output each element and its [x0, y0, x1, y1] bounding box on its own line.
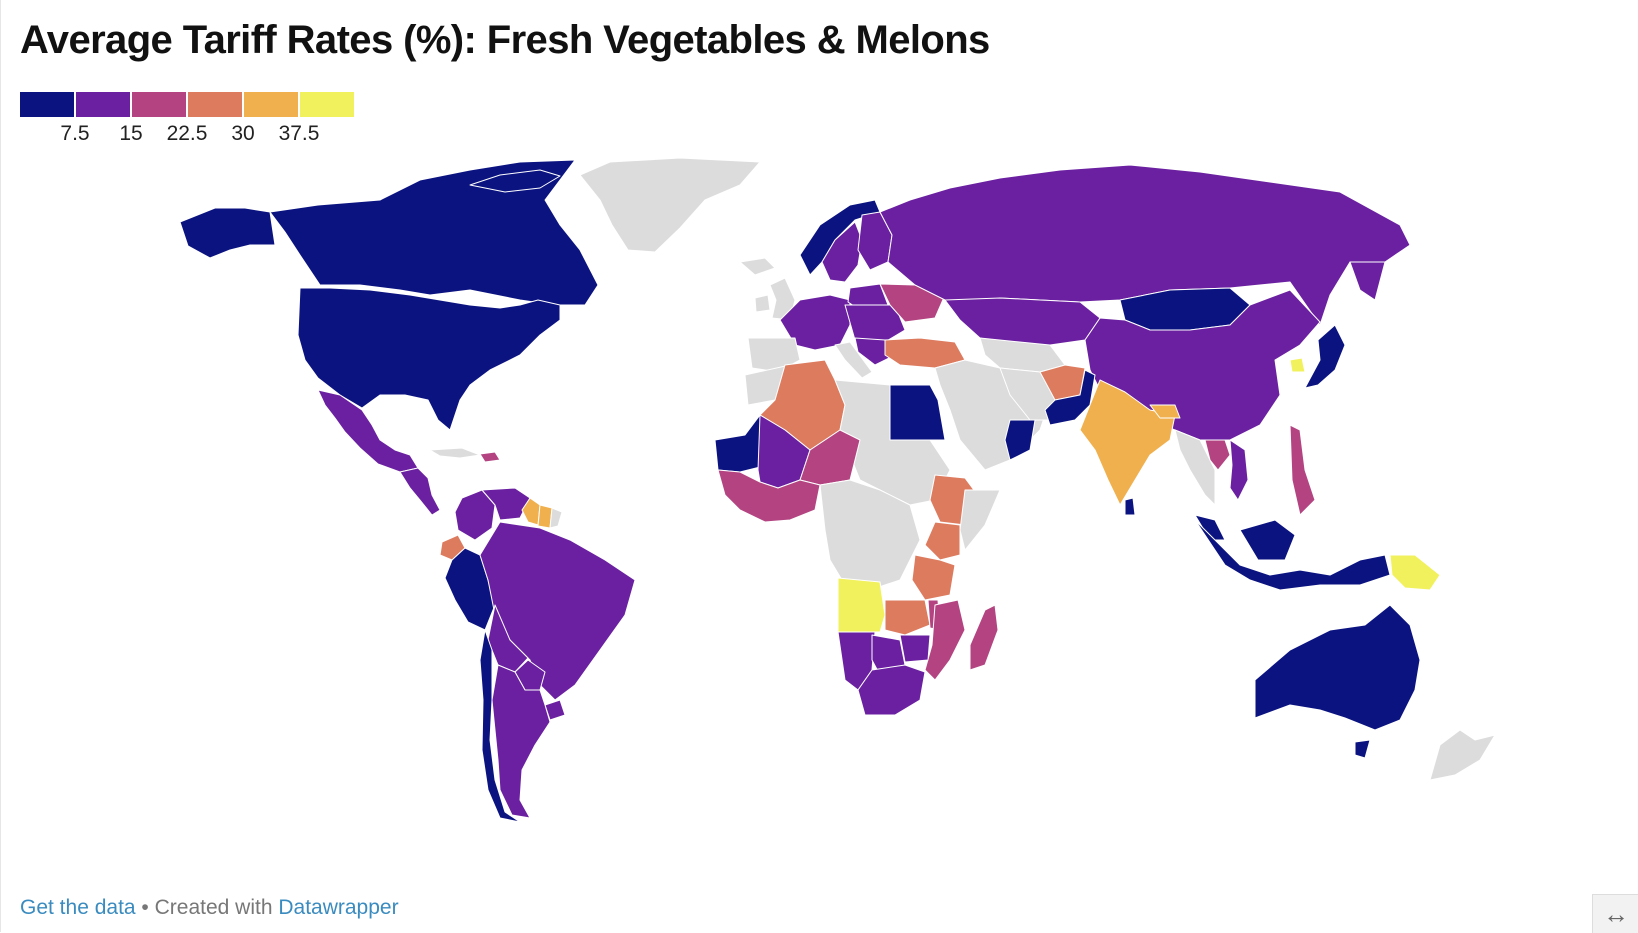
country-kazakhstan[interactable]	[944, 297, 1101, 346]
country-mozambique[interactable]	[924, 599, 966, 681]
chart-title: Average Tariff Rates (%): Fresh Vegetabl…	[20, 18, 990, 62]
legend-swatch	[20, 92, 74, 117]
expand-icon[interactable]: ↔	[1592, 894, 1638, 933]
color-legend: 7.5 15 22.5 30 37.5	[20, 92, 360, 152]
legend-swatch	[244, 92, 298, 117]
legend-ticks: 7.5 15 22.5 30 37.5	[20, 122, 360, 152]
country-angola[interactable]	[837, 577, 886, 633]
country-madagascar[interactable]	[969, 604, 999, 671]
legend-tick-label: 37.5	[278, 122, 320, 145]
country-tanzania[interactable]	[911, 554, 956, 601]
country-egypt[interactable]	[889, 384, 946, 441]
country-canada[interactable]	[469, 169, 561, 193]
footer-separator: • Created with	[135, 896, 279, 919]
country-western-europe[interactable]	[779, 294, 851, 351]
country-somalia[interactable]	[959, 489, 1001, 551]
country-west-africa[interactable]	[717, 469, 821, 523]
country-australia[interactable]	[1254, 604, 1421, 731]
footer: Get the data • Created with Datawrapper	[20, 896, 399, 920]
country-canada[interactable]	[269, 159, 599, 306]
legend-tick-label: 15	[119, 122, 143, 145]
country-cuba[interactable]	[429, 447, 481, 459]
country-new-zealand[interactable]	[1429, 729, 1496, 781]
country-japan[interactable]	[1304, 324, 1346, 389]
datawrapper-link[interactable]: Datawrapper	[278, 896, 399, 919]
legend-tick-label: 7.5	[60, 122, 90, 145]
country-united-states[interactable]	[179, 207, 276, 259]
country-kenya[interactable]	[924, 521, 961, 561]
legend-swatch	[300, 92, 354, 117]
country-mainland-se-asia[interactable]	[1174, 429, 1216, 506]
country-south-africa[interactable]	[857, 664, 926, 716]
country-indonesia[interactable]	[1194, 519, 1391, 591]
country-zambia[interactable]	[884, 599, 931, 636]
country-dominican-republic[interactable]	[479, 451, 501, 463]
world-map	[179, 157, 1496, 823]
legend-tick-label: 22.5	[166, 122, 208, 145]
country-philippines[interactable]	[1289, 424, 1316, 516]
legend-swatches	[20, 92, 360, 117]
legend-swatch	[132, 92, 186, 117]
country-nepal[interactable]	[1149, 404, 1181, 419]
legend-tick-label: 30	[231, 122, 255, 145]
country-indonesia[interactable]	[1239, 519, 1296, 561]
country-argentina[interactable]	[491, 664, 551, 819]
country-central-america[interactable]	[399, 467, 441, 516]
country-central-africa[interactable]	[819, 479, 921, 591]
country-greenland[interactable]	[579, 157, 761, 253]
country-oman[interactable]	[1004, 419, 1036, 461]
get-data-link[interactable]: Get the data	[20, 896, 136, 919]
country-south-korea[interactable]	[1289, 357, 1306, 373]
country-eastern-europe[interactable]	[844, 304, 906, 346]
country-venezuela[interactable]	[481, 487, 531, 521]
legend-swatch	[76, 92, 130, 117]
country-thailand[interactable]	[1204, 439, 1231, 471]
country-guyana[interactable]	[521, 497, 541, 526]
frame-border	[0, 0, 1, 932]
country-australia[interactable]	[1354, 739, 1371, 759]
country-zimbabwe[interactable]	[899, 634, 931, 663]
country-iceland[interactable]	[739, 257, 776, 276]
country-papua-new-guinea[interactable]	[1389, 554, 1441, 591]
country-chile[interactable]	[479, 629, 521, 823]
legend-swatch	[188, 92, 242, 117]
country-peru[interactable]	[444, 547, 496, 631]
country-united-states[interactable]	[297, 287, 561, 431]
country-italy[interactable]	[834, 341, 873, 379]
country-india[interactable]	[1079, 379, 1176, 506]
country-french-guiana[interactable]	[549, 507, 563, 529]
country-sri-lanka[interactable]	[1124, 497, 1136, 516]
country-russia[interactable]	[1349, 261, 1386, 301]
country-vietnam[interactable]	[1229, 439, 1249, 501]
country-ireland[interactable]	[754, 294, 771, 313]
